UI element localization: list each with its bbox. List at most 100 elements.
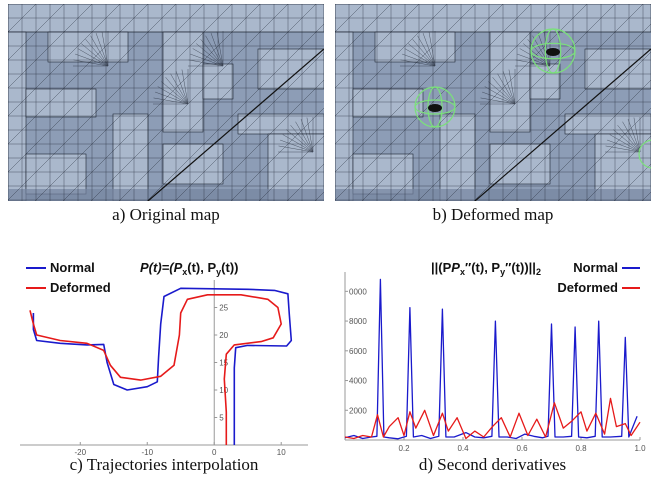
series-line-normal: [344, 278, 638, 440]
mesh-line: [174, 51, 324, 201]
gizmo-ring: [530, 42, 576, 60]
deform-gizmo: [530, 28, 576, 74]
mesh-fan-line: [295, 121, 314, 153]
caption-trajectories: c) Trajectories interpolation: [69, 455, 259, 474]
mesh-fan-line: [482, 91, 516, 105]
y-tick-label-0: 2000: [349, 406, 367, 415]
mesh-fan-line: [402, 53, 436, 67]
map-wall: [374, 31, 456, 63]
mesh-fan-line: [497, 73, 516, 105]
trajectories-legend: Normal Deformed: [26, 260, 111, 295]
mesh-fan-line: [216, 31, 224, 67]
mesh-line: [146, 23, 324, 201]
mesh-line: [230, 107, 324, 201]
mesh-line: [335, 4, 476, 145]
mesh-fan-line: [543, 31, 551, 67]
y-tick-label-2: 15: [219, 359, 228, 368]
map-wall: [25, 153, 87, 195]
mesh-line: [8, 4, 65, 61]
gizmo-ring: [414, 99, 456, 115]
mesh-fan-line: [81, 43, 109, 67]
caption-deformed-map: b) Deformed map: [432, 205, 554, 224]
x-tick-label-2: 0: [212, 448, 217, 455]
legend-normal-label: Normal: [50, 260, 95, 275]
mesh-fan-line: [101, 31, 109, 67]
map-shadow: [8, 189, 324, 201]
mesh-fan-line: [523, 43, 551, 67]
gizmo-handle: [428, 104, 442, 112]
deformed-map-image: [335, 4, 651, 201]
mesh-fan-line: [282, 134, 314, 153]
mesh-fan-line: [77, 48, 109, 67]
mesh-fan-line: [617, 125, 641, 153]
mesh-fan-line: [408, 43, 436, 67]
mesh-line: [473, 23, 651, 201]
y-tick-label-4: 25: [219, 304, 228, 313]
mesh-line: [8, 4, 93, 89]
mesh-fan-line: [613, 129, 641, 153]
deformed-map-render: [335, 4, 651, 201]
mesh-line: [335, 4, 532, 201]
map-wall: [489, 31, 531, 133]
map-mesh: [335, 4, 651, 201]
mesh-line: [8, 4, 149, 145]
x-tick-label-3: 10: [277, 448, 286, 455]
map-diagonal: [147, 48, 324, 201]
y-tick-label-4: 0000: [349, 287, 367, 296]
map-wall: [162, 31, 204, 133]
x-tick-label-2: 0.6: [516, 444, 528, 453]
second-derivatives-title: ||(PPx″(t), Py″(t))||2: [431, 260, 541, 277]
mesh-fan-line: [605, 145, 641, 153]
mesh-line: [445, 4, 644, 201]
map-mesh: [8, 4, 324, 201]
mesh-fan-line: [188, 59, 224, 67]
mesh-fan-line: [153, 97, 189, 105]
mesh-line: [585, 135, 651, 201]
x-tick-label-1: -10: [141, 448, 153, 455]
gizmo-ring-partial: [638, 139, 651, 169]
original-map-image: [8, 4, 324, 201]
map-wall: [564, 113, 651, 135]
mesh-line: [501, 51, 651, 201]
mesh-fan-line: [190, 53, 224, 67]
mesh-fan-line: [90, 35, 109, 67]
second-derivatives-legend: Normal Deformed: [557, 260, 640, 295]
mesh-line: [34, 4, 233, 201]
mesh-line: [335, 4, 420, 89]
mesh-line: [8, 4, 121, 117]
y-tick-label-3: 20: [219, 331, 228, 340]
map-wall: [112, 113, 149, 201]
mesh-line: [389, 4, 588, 201]
mesh-fan-line: [157, 86, 189, 105]
series-line-deformed: [29, 294, 282, 445]
mesh-fan-line: [192, 48, 224, 67]
trajectories-chart-title: P(t)=(Px(t), Py(t)): [140, 260, 239, 277]
mesh-line: [258, 135, 324, 201]
mesh-line: [286, 163, 324, 201]
y-tick-label-3: 8000: [349, 317, 367, 326]
legend-deformed-label: Deformed: [557, 280, 618, 295]
original-map-render: [8, 4, 324, 201]
mesh-fan-line: [422, 33, 436, 67]
series-line-normal: [32, 287, 293, 445]
mesh-fan-line: [170, 73, 189, 105]
mesh-fan-line: [95, 33, 109, 67]
legend-deformed-label: Deformed: [50, 280, 111, 295]
mesh-line: [90, 4, 289, 201]
mesh-line: [335, 4, 392, 61]
map-wall: [489, 143, 551, 185]
map-wall: [352, 153, 414, 195]
map-wall: [584, 48, 651, 90]
mesh-fan-line: [519, 48, 551, 67]
map-shadow: [335, 189, 651, 201]
gizmo-ring: [544, 28, 562, 74]
mesh-line: [529, 79, 651, 201]
mesh-line: [417, 4, 616, 201]
x-tick-label-4: 1.0: [634, 444, 646, 453]
mesh-fan-line: [532, 35, 551, 67]
mesh-fan-line: [412, 39, 436, 67]
y-tick-label-0: 5: [219, 414, 224, 423]
mesh-fan-line: [161, 81, 189, 105]
mesh-fan-line: [280, 139, 314, 153]
y-tick-label-1: 4000: [349, 377, 367, 386]
